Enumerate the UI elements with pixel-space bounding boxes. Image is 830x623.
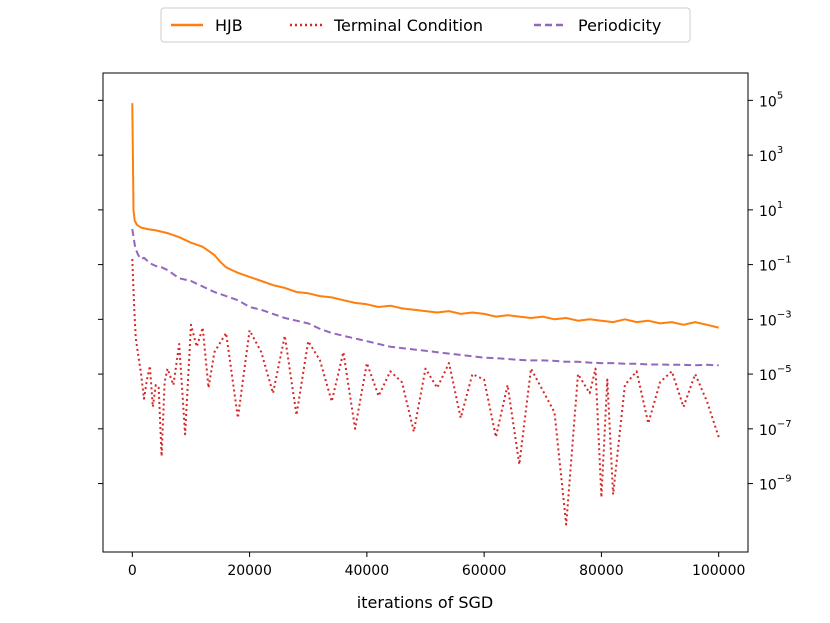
y-tick-label: 10−3: [759, 309, 792, 329]
series-line-terminal-condition: [131, 259, 720, 526]
x-axis-label: iterations of SGD: [357, 593, 493, 612]
legend: HJB Terminal Condition Periodicity: [160, 7, 691, 43]
y-tick-label: 10−9: [759, 474, 792, 494]
x-tick-label: 0: [128, 563, 137, 579]
x-tick-label: 60000: [462, 563, 507, 579]
y-tick-label: 10−7: [759, 419, 792, 439]
x-axis: 0 20000 40000 60000 80000 100000: [128, 552, 745, 579]
x-tick-label: 80000: [579, 563, 624, 579]
y-tick-label: 105: [759, 90, 783, 110]
y-tick-label: 101: [759, 200, 783, 220]
legend-label-hjb: HJB: [215, 16, 243, 35]
legend-frame: [160, 7, 691, 43]
y-tick-label: 10−5: [759, 364, 792, 384]
series-line-periodicity: [131, 228, 719, 367]
x-tick-label: 20000: [227, 563, 272, 579]
x-tick-label: 40000: [345, 563, 390, 579]
plot-frame: [102, 72, 749, 553]
series-layer: [131, 103, 720, 526]
x-tick-label: 100000: [692, 563, 745, 579]
legend-label-periodicity: Periodicity: [578, 16, 661, 35]
y-tick-label: 103: [759, 145, 783, 165]
series-line-hjb: [131, 103, 719, 329]
y-axis: 105 103 101 10−1 10−3 10−5 10−7 10−9: [98, 90, 792, 494]
y-tick-label: 10−1: [759, 255, 792, 275]
legend-label-terminal-condition: Terminal Condition: [333, 16, 483, 35]
